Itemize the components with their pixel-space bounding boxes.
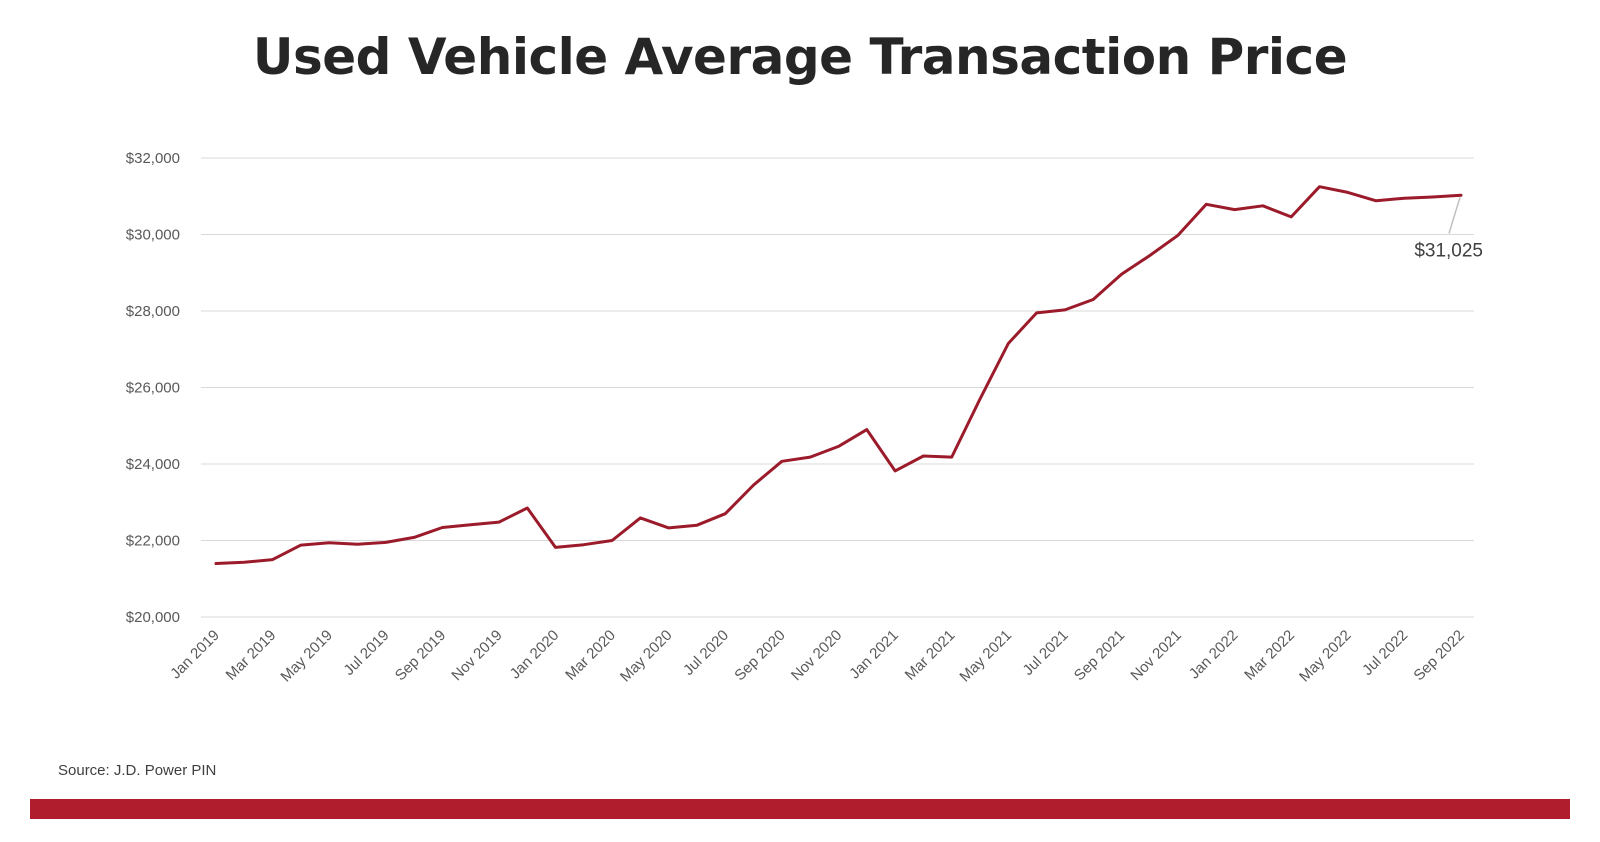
x-tick-label: Mar 2021 xyxy=(902,627,959,684)
x-tick-label: Nov 2019 xyxy=(448,627,505,684)
x-tick-label: Mar 2020 xyxy=(562,627,619,684)
x-tick-label: Sep 2021 xyxy=(1071,627,1128,684)
x-tick-label: Sep 2022 xyxy=(1410,627,1467,684)
x-tick-label: Nov 2020 xyxy=(788,627,845,684)
x-tick-label: Jul 2022 xyxy=(1359,627,1411,679)
x-tick-label: Jan 2022 xyxy=(1186,627,1242,683)
footer-bar xyxy=(30,799,1570,819)
series-line xyxy=(214,185,1463,565)
x-tick-label: Jul 2020 xyxy=(680,627,732,679)
chart-title: Used Vehicle Average Transaction Price xyxy=(252,28,1348,86)
annotation-layer: $31,025 xyxy=(1414,197,1483,261)
x-tick-label: Jan 2019 xyxy=(167,627,223,683)
x-tick-label: Mar 2019 xyxy=(223,627,280,684)
source-note: Source: J.D. Power PIN xyxy=(58,762,217,779)
x-tick-label: Nov 2021 xyxy=(1127,627,1184,684)
x-tick-label: May 2022 xyxy=(1296,627,1355,686)
y-tick-label: $22,000 xyxy=(126,533,180,550)
y-tick-label: $20,000 xyxy=(126,609,180,626)
y-axis-ticks: $20,000 $22,000 $24,000 $26,000 $28,000 $30,0… xyxy=(126,150,180,626)
x-tick-label: May 2020 xyxy=(617,627,676,686)
x-tick-label: Jan 2020 xyxy=(507,627,563,683)
y-tick-label: $24,000 xyxy=(126,456,180,473)
y-tick-label: $32,000 xyxy=(126,150,180,167)
x-tick-label: Jan 2021 xyxy=(846,627,902,683)
y-tick-label: $30,000 xyxy=(126,227,180,244)
x-tick-label: Jul 2021 xyxy=(1020,627,1072,679)
y-tick-label: $26,000 xyxy=(126,380,180,397)
x-tick-label: Sep 2019 xyxy=(392,627,449,684)
y-tick-label: $28,000 xyxy=(126,303,180,320)
x-tick-label: May 2021 xyxy=(956,627,1015,686)
x-tick-label: Mar 2022 xyxy=(1241,627,1298,684)
callout-leader xyxy=(1448,197,1461,234)
x-tick-label: May 2019 xyxy=(277,627,336,686)
x-tick-label: Jul 2019 xyxy=(340,627,392,679)
callout-label: $31,025 xyxy=(1414,240,1483,261)
gridlines xyxy=(201,157,1474,618)
series-layer xyxy=(214,185,1463,565)
x-tick-label: Sep 2020 xyxy=(731,627,788,684)
